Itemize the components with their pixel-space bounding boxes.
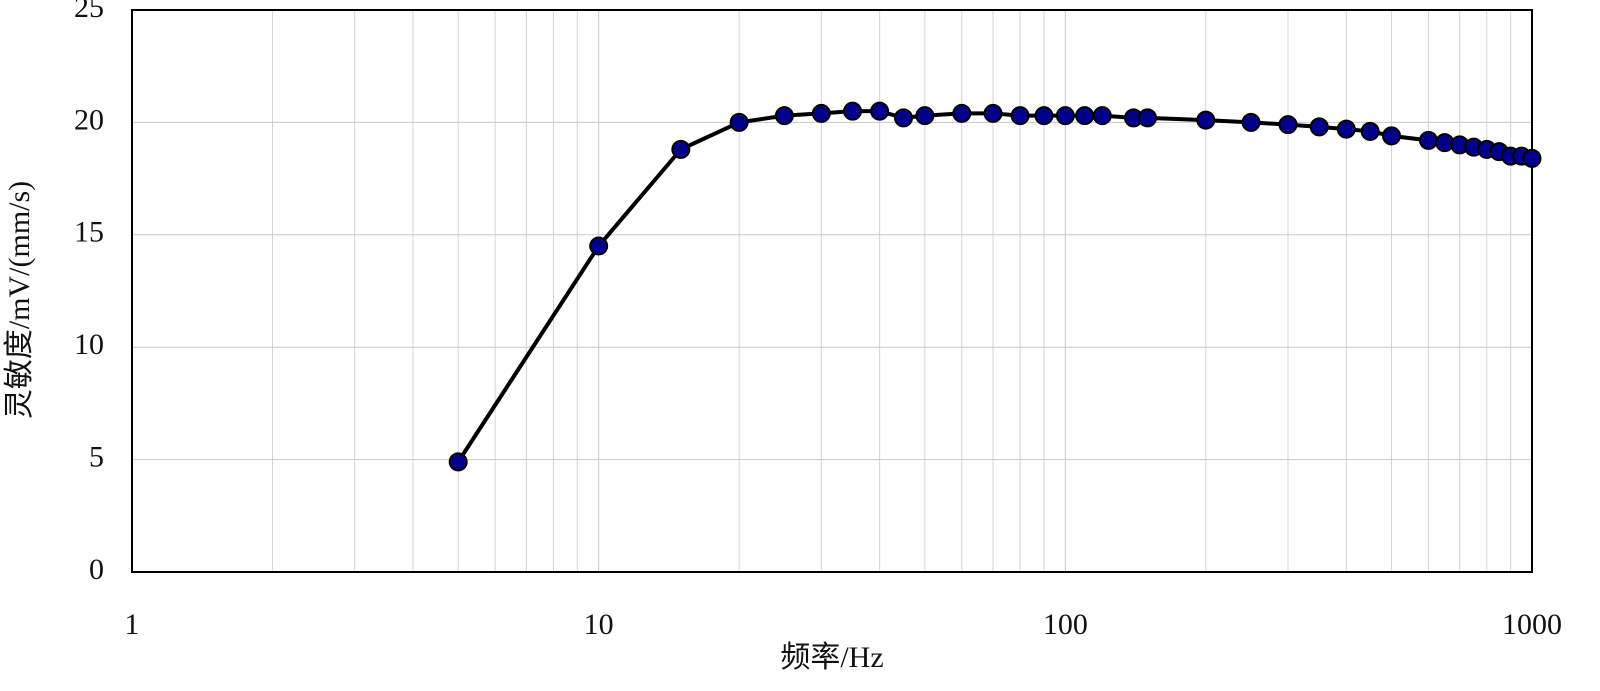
y-tick-label: 15 <box>74 216 104 249</box>
x-tick-label: 100 <box>1043 608 1088 641</box>
marker <box>983 103 1003 123</box>
marker <box>1278 115 1298 135</box>
y-axis-label: 灵敏度/mV/(mm/s) <box>3 181 36 419</box>
y-tick-label: 0 <box>89 553 104 586</box>
marker <box>893 108 913 128</box>
marker <box>1055 106 1075 126</box>
marker <box>774 106 794 126</box>
marker <box>811 103 831 123</box>
marker <box>1092 106 1112 126</box>
marker <box>1418 130 1438 150</box>
marker <box>1309 117 1329 137</box>
x-tick-label: 1 <box>125 608 140 641</box>
marker <box>870 101 890 121</box>
marker <box>1196 110 1216 130</box>
marker <box>1522 148 1542 168</box>
marker <box>729 112 749 132</box>
marker <box>1010 106 1030 126</box>
marker <box>843 101 863 121</box>
marker <box>1360 121 1380 141</box>
y-tick-label: 5 <box>89 440 104 473</box>
marker <box>1336 119 1356 139</box>
marker <box>1241 112 1261 132</box>
marker <box>952 103 972 123</box>
marker <box>448 452 468 472</box>
y-tick-label: 20 <box>74 103 104 136</box>
marker <box>1138 108 1158 128</box>
x-tick-label: 1000 <box>1502 608 1562 641</box>
y-tick-label: 10 <box>74 328 104 361</box>
marker <box>915 106 935 126</box>
marker <box>1382 126 1402 146</box>
line <box>456 109 1533 463</box>
marker <box>1034 106 1054 126</box>
plot-frame <box>131 9 1533 573</box>
marker <box>1075 106 1095 126</box>
y-tick-label: 25 <box>74 0 104 24</box>
marker <box>671 139 691 159</box>
marker <box>589 236 609 256</box>
x-tick-label: 10 <box>584 608 614 641</box>
x-axis-label: 频率/Hz <box>780 641 883 674</box>
